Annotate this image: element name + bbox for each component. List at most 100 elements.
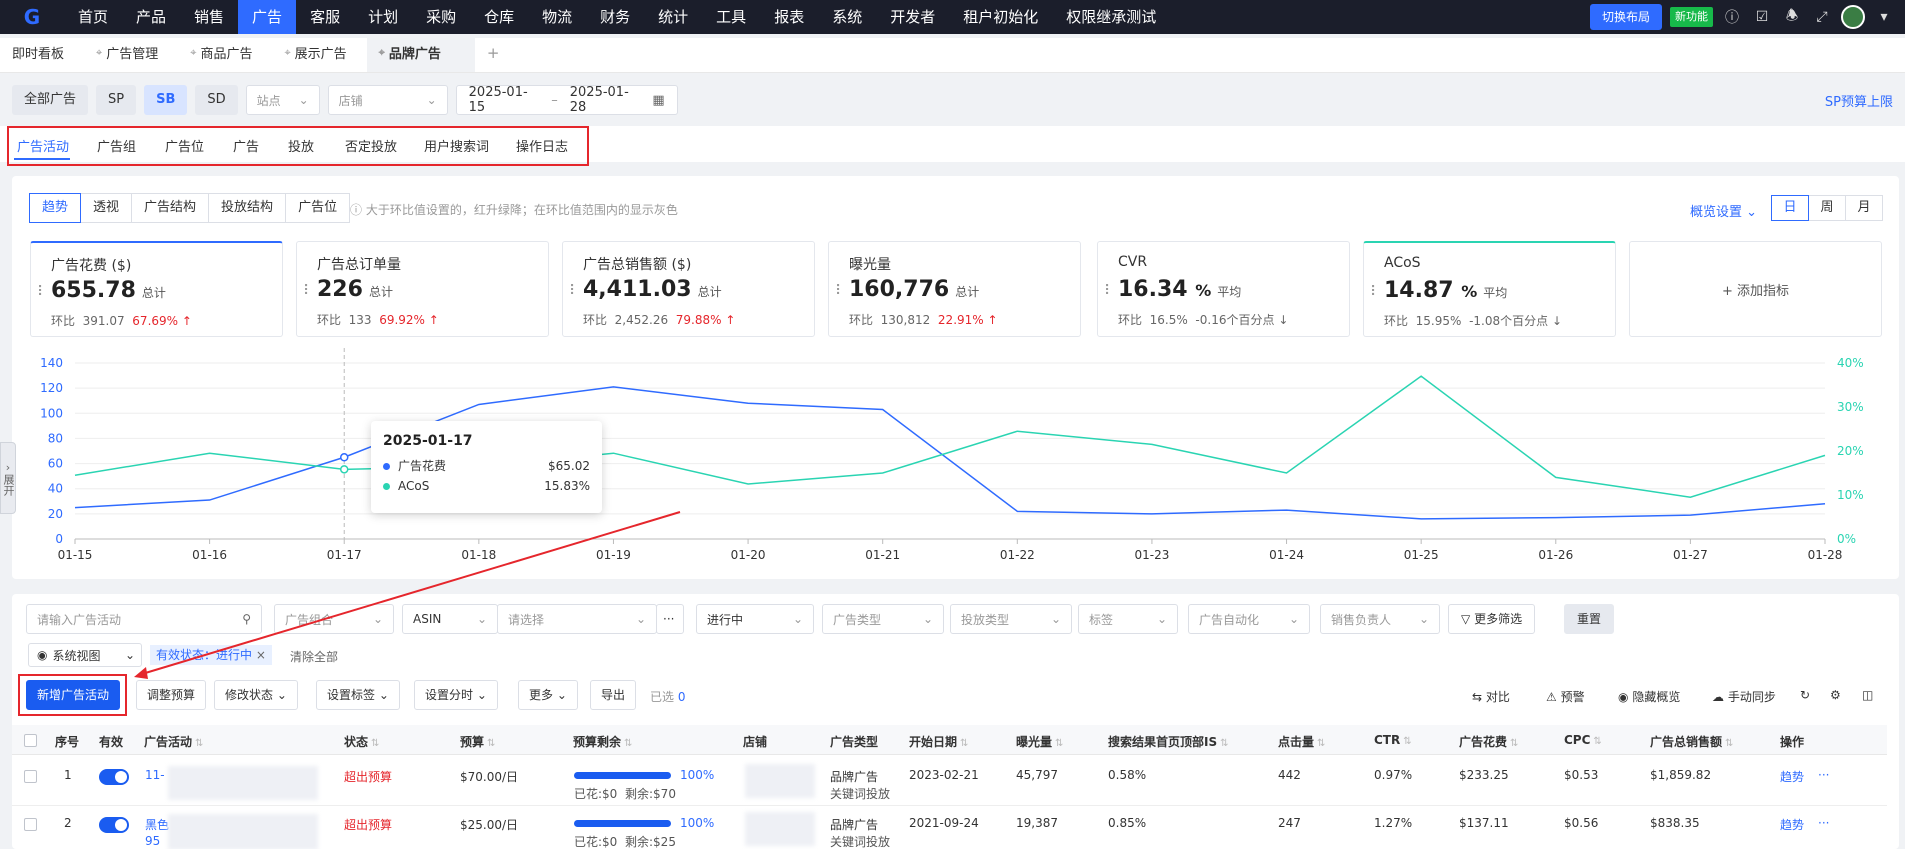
- column-header[interactable]: 广告花费 ⇅: [1459, 733, 1518, 750]
- page-tab[interactable]: ⌖ 广告管理: [84, 43, 178, 72]
- ad-group-select[interactable]: 广告组合 ⌄: [274, 604, 394, 634]
- column-header[interactable]: 预算剩余 ⇅: [573, 733, 632, 750]
- target-type-select[interactable]: 投放类型 ⌄: [950, 604, 1072, 634]
- column-header[interactable]: 预算 ⇅: [460, 733, 495, 750]
- asin-select[interactable]: 请选择 ⌄: [497, 604, 657, 634]
- ad-type-chip[interactable]: SD: [195, 85, 238, 115]
- alert-tool[interactable]: ⚠ 预警: [1546, 690, 1585, 704]
- add-tab-button[interactable]: +: [486, 44, 500, 62]
- automation-select[interactable]: 广告自动化 ⌄: [1188, 604, 1310, 634]
- avatar[interactable]: [1841, 5, 1865, 29]
- nav-item-16[interactable]: 权限继承测试: [1066, 8, 1157, 26]
- page-tab[interactable]: ⌖ 展示广告: [272, 43, 366, 72]
- drag-handle-icon[interactable]: ⠇: [835, 283, 846, 299]
- drag-handle-icon[interactable]: ⠇: [569, 283, 580, 299]
- nav-item-3[interactable]: 广告: [238, 0, 297, 34]
- sub-tab[interactable]: 操作日志: [516, 140, 569, 155]
- calendar-check-icon[interactable]: ☑: [1755, 9, 1769, 25]
- refresh-icon[interactable]: ↻: [1800, 688, 1811, 702]
- sort-icon[interactable]: ⇅: [1055, 738, 1064, 749]
- close-icon[interactable]: ×: [255, 648, 266, 662]
- bell-icon[interactable]: 🕭: [1785, 8, 1799, 24]
- campaign-name[interactable]: 11-: [145, 768, 165, 782]
- compare-tool[interactable]: ⇆ 对比: [1472, 690, 1510, 704]
- ad-sales[interactable]: $1,859.82: [1650, 768, 1712, 782]
- more-actions-button[interactable]: 更多 ⌄: [518, 680, 578, 710]
- nav-item-8[interactable]: 物流: [542, 8, 573, 26]
- column-header[interactable]: 广告总销售额 ⇅: [1650, 733, 1733, 750]
- more-filters-button[interactable]: ▽ 更多筛选: [1448, 604, 1536, 634]
- view-tab[interactable]: 投放结构: [208, 193, 287, 223]
- campaign-name[interactable]: 黑色: [145, 818, 170, 832]
- page-tab[interactable]: 即时看板: [0, 43, 84, 72]
- enabled-toggle[interactable]: [99, 769, 129, 785]
- fullscreen-icon[interactable]: ⤢: [1816, 9, 1828, 25]
- metric-card[interactable]: 广告总订单量 ⠇ 226 总计 环比 133 69.92% ↑: [296, 241, 549, 337]
- page-tab[interactable]: ⌖ 品牌广告: [366, 34, 475, 72]
- sort-icon[interactable]: ⇅: [1317, 738, 1326, 749]
- row-checkbox[interactable]: [24, 770, 37, 783]
- modify-status-button[interactable]: 修改状态 ⌄: [214, 680, 298, 710]
- asin-type-select[interactable]: ASIN ⌄: [402, 604, 498, 634]
- status-filter-tag[interactable]: 有效状态：进行中 ×: [150, 645, 272, 665]
- tag-select[interactable]: 标签 ⌄: [1078, 604, 1178, 634]
- metric-card[interactable]: CVR ⠇ 16.34 % 平均 环比 16.5% -0.16个百分点 ↓: [1097, 241, 1350, 337]
- overview-settings-link[interactable]: 概览设置 ⌄: [1690, 205, 1758, 220]
- select-all-checkbox[interactable]: [24, 734, 37, 747]
- clear-all-link[interactable]: 清除全部: [290, 650, 339, 664]
- reset-button[interactable]: 重置: [1564, 604, 1615, 634]
- metric-card[interactable]: 广告总销售额 ($) ⠇ 4,411.03 总计 环比 2,452.26 79.88% …: [562, 241, 815, 337]
- pin-icon[interactable]: ⌖: [96, 45, 103, 59]
- column-header[interactable]: 曝光量 ⇅: [1016, 733, 1063, 750]
- column-header[interactable]: 状态 ⇅: [344, 733, 379, 750]
- expand-sidebar-handle[interactable]: › 展开: [0, 442, 16, 514]
- sub-tab[interactable]: 广告活动: [17, 140, 70, 155]
- drag-handle-icon[interactable]: ⠇: [37, 284, 48, 300]
- trend-chart[interactable]: 0 20 40 60 80 100 120 140 0% 10% 20% 30% 40% 01-15 01-…: [12, 346, 1892, 576]
- sort-icon[interactable]: ⇅: [960, 738, 969, 749]
- drag-handle-icon[interactable]: ⠇: [1370, 284, 1381, 300]
- sort-icon[interactable]: ⇅: [1403, 736, 1412, 747]
- export-button[interactable]: 导出: [590, 680, 637, 710]
- nav-item-5[interactable]: 计划: [368, 8, 399, 26]
- metric-card[interactable]: ACoS ⠇ 14.87 % 平均 环比 15.95% -1.08个百分点 ↓: [1363, 241, 1616, 337]
- column-header[interactable]: 点击量 ⇅: [1278, 733, 1325, 750]
- period-button[interactable]: 周: [1808, 195, 1846, 221]
- metric-card[interactable]: 广告花费 ($) ⠇ 655.78 总计 环比 391.07 67.69% ↑: [30, 241, 283, 337]
- ad-type-select[interactable]: 广告类型 ⌄: [822, 604, 944, 634]
- nav-item-10[interactable]: 统计: [658, 8, 689, 26]
- ad-type-chip[interactable]: SP: [96, 85, 137, 115]
- ad-type-chip[interactable]: SB: [144, 85, 188, 115]
- sort-icon[interactable]: ⇅: [1593, 736, 1602, 747]
- view-tab[interactable]: 趋势: [29, 193, 82, 223]
- pin-icon[interactable]: ⌖: [378, 45, 385, 59]
- nav-item-11[interactable]: 工具: [716, 8, 747, 26]
- nav-item-1[interactable]: 产品: [136, 8, 167, 26]
- hide-overview-tool[interactable]: ◉ 隐藏概览: [1618, 690, 1681, 704]
- period-button[interactable]: 月: [1845, 195, 1883, 221]
- nav-item-15[interactable]: 租户初始化: [963, 8, 1039, 26]
- help-icon[interactable]: ⓘ: [1725, 10, 1739, 26]
- nav-item-9[interactable]: 财务: [600, 8, 631, 26]
- nav-item-14[interactable]: 开发者: [890, 8, 936, 26]
- adjust-budget-button[interactable]: 调整预算: [136, 680, 207, 710]
- trend-link[interactable]: 趋势: [1780, 770, 1805, 784]
- status-select[interactable]: 进行中 ⌄: [696, 604, 814, 634]
- row-checkbox[interactable]: [24, 818, 37, 831]
- set-schedule-button[interactable]: 设置分时 ⌄: [414, 680, 498, 710]
- campaign-name-suffix[interactable]: 95: [145, 834, 161, 848]
- columns-icon[interactable]: ◫: [1862, 688, 1874, 702]
- sort-icon[interactable]: ⇅: [487, 738, 496, 749]
- pin-icon[interactable]: ⌖: [284, 45, 291, 59]
- view-tab[interactable]: 广告结构: [131, 193, 210, 223]
- campaign-search-input[interactable]: 请输入广告活动 ⚲: [26, 604, 262, 634]
- column-header[interactable]: 搜索结果首页顶部IS ⇅: [1108, 733, 1229, 750]
- column-header[interactable]: 开始日期 ⇅: [909, 733, 968, 750]
- page-tab[interactable]: ⌖ 商品广告: [178, 43, 272, 72]
- view-select[interactable]: ◉ 系统视图 ⌄: [28, 643, 142, 667]
- column-header[interactable]: 广告活动 ⇅: [144, 733, 203, 750]
- app-logo[interactable]: G: [23, 5, 41, 29]
- sub-tab[interactable]: 投放: [288, 140, 315, 155]
- new-feature-button[interactable]: 新功能: [1670, 7, 1713, 27]
- sort-icon[interactable]: ⇅: [195, 738, 204, 749]
